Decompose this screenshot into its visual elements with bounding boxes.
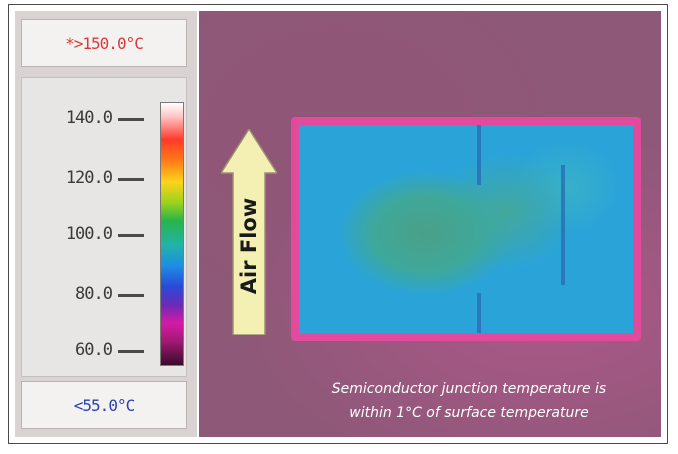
tick-mark-140 bbox=[118, 118, 144, 121]
figure-frame: *>150.0°C 140.0 120.0 100.0 80.0 60.0 <5… bbox=[8, 4, 668, 444]
tick-mark-100 bbox=[118, 234, 144, 237]
tick-mark-80 bbox=[118, 294, 144, 297]
component-hot-area bbox=[299, 125, 633, 333]
airflow-arrow-icon bbox=[221, 129, 277, 335]
heated-component bbox=[291, 117, 641, 341]
caption-line-2: within 1°C of surface temperature bbox=[349, 405, 589, 421]
color-scale-area: 140.0 120.0 100.0 80.0 60.0 bbox=[21, 77, 187, 377]
min-temperature-readout: <55.0°C bbox=[21, 381, 187, 429]
tick-label-100: 100.0 bbox=[65, 224, 113, 244]
tick-mark-120 bbox=[118, 178, 144, 181]
temperature-colorbar bbox=[160, 102, 184, 366]
temperature-scale-panel: *>150.0°C 140.0 120.0 100.0 80.0 60.0 <5… bbox=[15, 11, 197, 437]
tick-label-60: 60.0 bbox=[75, 340, 113, 360]
component-seam-bottom bbox=[477, 293, 481, 333]
component-seam-top bbox=[477, 125, 481, 185]
thermal-image: Air Flow Semiconductor junction temperat… bbox=[199, 11, 661, 437]
max-temperature-readout: *>150.0°C bbox=[21, 19, 187, 67]
tick-label-140: 140.0 bbox=[65, 108, 113, 128]
caption-line-1: Semiconductor junction temperature is bbox=[331, 381, 607, 397]
airflow-label: Air Flow bbox=[237, 197, 261, 295]
tick-mark-60 bbox=[118, 350, 144, 353]
component-seam-right bbox=[561, 165, 565, 285]
tick-label-80: 80.0 bbox=[75, 284, 113, 304]
tick-label-120: 120.0 bbox=[65, 168, 113, 188]
